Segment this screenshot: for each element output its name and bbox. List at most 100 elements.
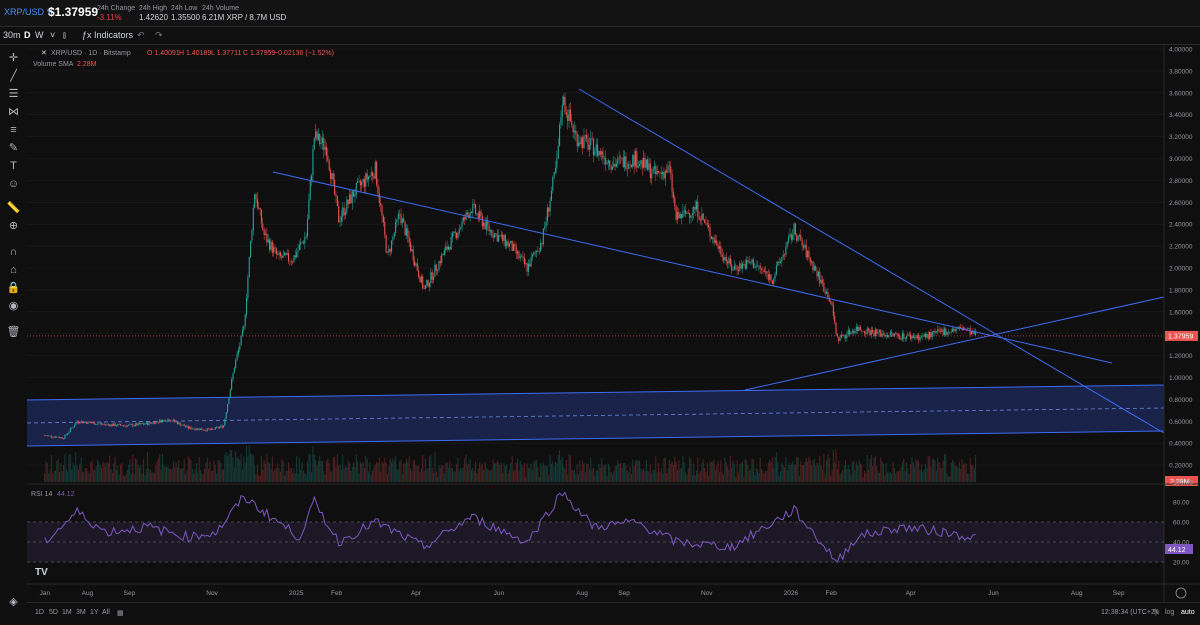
candle-body (316, 131, 318, 140)
volume-bar (220, 462, 222, 482)
magnet-icon[interactable]: ∩ (9, 246, 18, 258)
trendline-ascending-support[interactable] (744, 296, 1165, 391)
ruler-icon[interactable]: 📏 (6, 202, 21, 214)
undo-icon[interactable]: ↶ (137, 30, 145, 40)
volume-bar (362, 462, 364, 482)
trendline-lower-high[interactable] (272, 171, 1113, 364)
volume-bar (877, 470, 879, 482)
volume-bar (274, 469, 276, 482)
date-range-icon[interactable]: ▦ (117, 610, 124, 617)
volume-bar (82, 472, 84, 482)
candle-body (152, 422, 154, 424)
candle-body (836, 334, 838, 337)
volume-bar (453, 471, 455, 482)
candle-body (645, 159, 647, 168)
time-axis[interactable]: Jan Aug Sep Nov 2025 Feb Apr Jun Aug Sep Nov 2026 Fe… (40, 590, 1125, 597)
volume-bar (45, 461, 47, 482)
clock[interactable]: 12:38:34 (UTC+2) (1101, 609, 1158, 616)
candle-body (227, 404, 229, 413)
crosshair-icon[interactable]: ✛ (8, 52, 19, 64)
interval-30m[interactable]: 30m (3, 30, 21, 40)
candle-body (911, 335, 913, 339)
emoji-icon[interactable]: ☺ (7, 178, 20, 190)
settings-icon[interactable] (1175, 587, 1187, 599)
candle-body (960, 326, 962, 329)
candle-body (381, 205, 383, 217)
range-all[interactable]: All (102, 609, 110, 616)
candle-body (614, 163, 616, 167)
volume-bar (706, 462, 708, 482)
price-axis[interactable] (1164, 45, 1200, 602)
candle-body (171, 420, 173, 422)
interval-chevron-icon[interactable]: ˅ (50, 30, 56, 40)
volume-bar (649, 464, 651, 482)
trendline-descending[interactable] (578, 88, 1165, 434)
candle-body (854, 330, 856, 334)
volume-bar (565, 459, 567, 482)
volume-bar (839, 473, 841, 482)
log-toggle[interactable]: log (1165, 609, 1175, 616)
price-chart[interactable]: 4.00000 3.80000 3.60000 3.40000 3.20000 3.000… (27, 45, 1200, 602)
range-1m[interactable]: 1M (62, 609, 72, 616)
redo-icon[interactable]: ↷ (155, 30, 163, 40)
candle-body (877, 332, 879, 334)
volume-bar (610, 472, 612, 482)
candle-body (500, 234, 502, 237)
chart-type-icon[interactable]: ⫾ (63, 30, 66, 40)
horizontal-lines-icon[interactable]: ☰ (8, 88, 19, 100)
percent-toggle[interactable]: % (1153, 609, 1160, 616)
candle-body (450, 236, 452, 250)
candle-body (359, 180, 361, 186)
range-1y[interactable]: 1Y (90, 609, 99, 616)
lock-drawings-icon[interactable]: ⌂ (10, 264, 17, 276)
volume-bar (201, 473, 203, 482)
volume-bar (629, 466, 631, 482)
volume-bar (117, 465, 119, 482)
volume-bar (481, 463, 483, 482)
candle-body (590, 138, 592, 145)
volume-bar (906, 462, 908, 482)
candle-body (466, 212, 468, 215)
candle-body (312, 149, 314, 176)
trash-icon[interactable]: 🗑 (6, 326, 21, 338)
candle-body (830, 301, 832, 303)
candle-body (148, 422, 150, 425)
candle-body (892, 333, 894, 337)
range-1d[interactable]: 1D (35, 609, 44, 616)
candle-body (340, 216, 342, 221)
volume-bar (313, 454, 315, 482)
range-5d[interactable]: 5D (49, 609, 58, 616)
candle-body (568, 109, 570, 121)
price-tick-label: 2.40000 (1169, 222, 1193, 229)
candle-body (567, 114, 569, 121)
auto-toggle[interactable]: auto (1181, 609, 1195, 616)
trendline-tool-icon[interactable]: ╱ (10, 70, 17, 82)
candle-body (704, 219, 706, 223)
range-3m[interactable]: 3M (76, 609, 86, 616)
pitchfork-icon[interactable]: ⋈ (8, 106, 19, 118)
candle-body (849, 329, 851, 335)
interval-w[interactable]: W (35, 30, 44, 40)
symbol-selector[interactable]: XRP/USD ˅ (4, 7, 52, 17)
indicators-button[interactable]: ƒx Indicators (82, 30, 134, 40)
candle-body (727, 261, 729, 264)
candle-body (288, 253, 290, 262)
interval-d[interactable]: D (24, 30, 31, 40)
volume-bar (576, 464, 578, 482)
volume-bar (728, 469, 730, 482)
candle-body (344, 212, 347, 216)
candle-body (850, 332, 852, 335)
zoom-in-icon[interactable]: ⊕ (8, 220, 19, 232)
lock-icon[interactable]: 🔒 (6, 282, 21, 294)
candle-body (591, 138, 593, 139)
layers-icon[interactable]: ◈ (9, 596, 18, 608)
volume-bar (916, 461, 918, 482)
text-tool-icon[interactable]: T (10, 160, 17, 172)
volume-bar (260, 456, 262, 482)
volume-bar (676, 470, 678, 482)
brush-icon[interactable]: ✎ (8, 142, 19, 154)
eye-icon[interactable]: ◉ (8, 300, 19, 312)
volume-bar (101, 467, 103, 482)
fib-retracement-icon[interactable]: ≡ (10, 124, 17, 136)
volume-bar (693, 463, 695, 482)
